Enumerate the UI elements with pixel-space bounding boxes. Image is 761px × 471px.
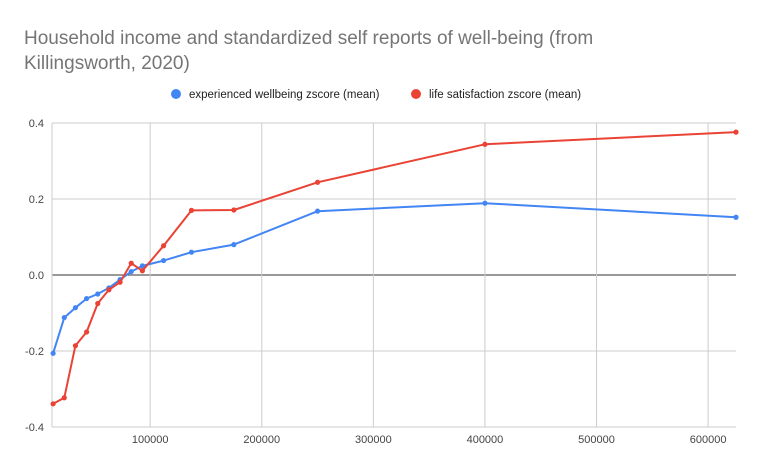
legend-label: life satisfaction zscore (mean): [429, 89, 581, 101]
data-point: [61, 314, 67, 321]
x-tick-label: 300000: [355, 434, 392, 446]
data-point: [83, 295, 90, 302]
data-point: [231, 207, 237, 213]
data-point: [61, 395, 67, 401]
series-line-0: [52, 202, 737, 354]
y-tick-label: -0.4: [25, 422, 44, 434]
data-point: [188, 249, 195, 255]
data-point: [72, 343, 79, 349]
data-point: [128, 268, 134, 275]
data-point: [95, 291, 101, 297]
y-tick-label: 0.2: [29, 194, 44, 206]
data-point: [50, 401, 56, 407]
x-tick-label: 200000: [243, 434, 280, 446]
data-point: [160, 257, 167, 264]
legend-label: experienced wellbeing zscore (mean): [189, 89, 380, 101]
legend-marker: [411, 89, 421, 99]
x-tick-label: 500000: [578, 434, 615, 446]
y-tick-label: -0.2: [25, 346, 44, 358]
y-tick-label: 0.4: [29, 118, 44, 130]
x-tick-label: 100000: [132, 434, 169, 446]
series-line-1: [52, 131, 737, 405]
x-tick-label: 600000: [690, 434, 727, 446]
data-point: [139, 263, 145, 269]
data-point: [83, 329, 90, 335]
chart-title-line-2: Killingsworth, 2020): [24, 53, 190, 74]
data-point: [231, 242, 237, 248]
data-point: [72, 305, 79, 311]
data-point: [188, 207, 195, 213]
x-tick-label: 400000: [467, 434, 504, 446]
data-point: [482, 141, 488, 147]
data-point: [314, 179, 321, 185]
data-point: [733, 129, 739, 135]
y-tick-label: 0.0: [29, 270, 44, 282]
data-point: [160, 243, 167, 249]
data-point: [117, 279, 123, 285]
legend-marker: [171, 89, 181, 99]
data-point: [106, 287, 112, 293]
data-point: [139, 268, 145, 274]
data-point: [95, 300, 101, 307]
data-point: [482, 200, 488, 206]
data-point: [314, 208, 321, 214]
data-point: [50, 350, 56, 356]
data-point: [128, 260, 134, 266]
chart-title-line-1: Household income and standardized self r…: [24, 28, 593, 49]
data-point: [733, 214, 739, 220]
